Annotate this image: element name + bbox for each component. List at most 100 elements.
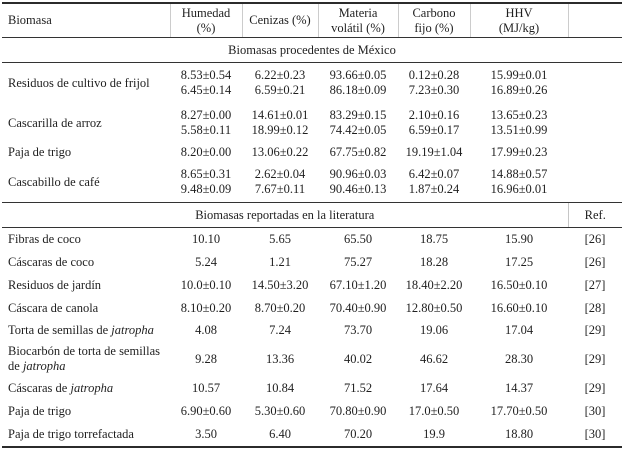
cell-humedad: 8.53±0.54 6.45±0.14 [170, 63, 242, 104]
section-title-mexico: Biomasas procedentes de México [2, 37, 622, 63]
name-italic-text: jatropha [22, 359, 66, 373]
section-header-literatura: Biomasas reportadas en la literatura Ref… [2, 202, 622, 228]
cell-hhv: 17.99±0.23 [490, 145, 548, 159]
cell-cenizas: 14.61±0.01 18.99±0.12 [242, 103, 318, 143]
cell-ref: [29] [584, 381, 606, 395]
cell-carbono: 19.19±1.04 [405, 145, 463, 159]
value-line: 16.89±0.26 [490, 83, 548, 97]
value-line: 8.65±0.31 [180, 167, 232, 181]
cell-hhv: 15.90 [470, 228, 568, 252]
cell-cenizas: 8.70±0.20 [254, 301, 306, 315]
cell-ref: [29] [584, 351, 606, 366]
value-line: 1.87±0.24 [408, 182, 460, 196]
table-row-paja-lit: Paja de trigo 6.90±0.60 5.30±0.60 70.80±… [2, 400, 622, 423]
value-line: 0.12±0.28 [408, 68, 460, 82]
cell-cenizas: 6.22±0.23 6.59±0.21 [242, 63, 318, 104]
cell-materia: 70.20 [318, 423, 398, 447]
value-line: 15.99±0.01 [490, 68, 548, 82]
cell-humedad: 3.50 [170, 423, 242, 447]
cell-carbono: 12.80±0.50 [405, 301, 463, 315]
value-line: 8.53±0.54 [180, 68, 232, 82]
cell-hhv: 17.70±0.50 [490, 404, 548, 418]
value-line: 83.29±0.15 [329, 108, 387, 122]
cell-biomasa: Residuos de jardín [8, 278, 102, 292]
cell-biomasa: Cascabillo de café [2, 162, 170, 203]
value-line: 7.23±0.30 [408, 83, 460, 97]
value-line: 18.99±0.12 [251, 123, 309, 137]
cell-humedad: 10.0±0.10 [180, 278, 232, 292]
cell-humedad: 8.20±0.00 [180, 145, 232, 159]
value-line: 86.18±0.09 [329, 83, 387, 97]
cell-biomasa: Cáscaras de jatropha [2, 377, 170, 400]
value-line: 8.27±0.00 [180, 108, 232, 122]
cell-humedad: 10.10 [170, 228, 242, 252]
section-title-literatura: Biomasas reportadas en la literatura [2, 202, 568, 228]
cell-ref: [29] [584, 323, 606, 337]
cell-cenizas: 5.30±0.60 [254, 404, 306, 418]
table-row-cascaras-jatropha: Cáscaras de jatropha 10.57 10.84 71.52 1… [2, 377, 622, 400]
value-line: 14.88±0.57 [490, 167, 548, 181]
col-header-materia-line2: volátil (%) [331, 20, 385, 35]
cell-ref: [26] [584, 255, 606, 269]
cell-ref: [26] [568, 228, 622, 252]
cell-materia: 71.52 [343, 381, 373, 395]
col-header-ref: Ref. [567, 202, 622, 228]
cell-biomasa: Cascarilla de arroz [8, 115, 102, 130]
value-line: 5.58±0.11 [180, 123, 232, 137]
table-row-residuos-jardin: Residuos de jardín 10.0±0.10 14.50±3.20 … [2, 274, 622, 297]
cell-hhv: 16.60±0.10 [490, 301, 548, 315]
col-header-humedad: Humedad (%) [169, 3, 242, 38]
table-row-cascaras-coco: Cáscaras de coco 5.24 1.21 75.27 18.28 1… [2, 251, 622, 274]
cell-carbono: 18.28 [419, 255, 449, 269]
col-header-materia-line1: Materia [338, 5, 378, 20]
col-header-cenizas: Cenizas (%) [241, 3, 318, 38]
cell-hhv: 15.99±0.01 16.89±0.26 [470, 63, 568, 104]
cell-ref: [28] [584, 301, 606, 315]
value-line: 93.66±0.05 [329, 68, 387, 82]
cell-humedad: 8.10±0.20 [180, 301, 232, 315]
value-line: 90.46±0.13 [329, 182, 387, 196]
value-line: 13.51±0.99 [490, 123, 548, 137]
cell-hhv: 17.04 [504, 323, 534, 337]
cell-humedad: 4.08 [195, 323, 217, 337]
cell-cenizas: 2.62±0.04 7.67±0.11 [242, 162, 318, 203]
value-line: 9.48±0.09 [180, 182, 232, 196]
cell-ref: [30] [584, 404, 606, 418]
col-header-hhv: HHV (MJ/kg) [469, 3, 568, 38]
name-text: Biocarbón de torta de semillas de [8, 344, 161, 373]
cell-carbono: 19.9 [398, 423, 470, 447]
name-italic-text: jatropha [111, 323, 154, 337]
table-row-frijol: Residuos de cultivo de frijol 8.53±0.54 … [2, 63, 622, 104]
col-header-carbono-line1: Carbono [412, 5, 456, 20]
cell-cenizas: 13.06±0.22 [251, 145, 309, 159]
value-line: 16.96±0.01 [490, 182, 548, 196]
cell-materia: 67.10±1.20 [329, 278, 387, 292]
cell-humedad: 8.65±0.31 9.48±0.09 [170, 162, 242, 203]
cell-biomasa: Paja de trigo [8, 145, 72, 159]
cell-cenizas: 7.24 [269, 323, 291, 337]
cell-ref: [30] [568, 423, 622, 447]
table-header-row: Biomasa Humedad (%) Cenizas (%) Materia … [2, 3, 622, 38]
table-row-fibras-coco: Fibras de coco 10.10 5.65 65.50 18.75 15… [2, 228, 622, 252]
cell-hhv: 17.25 [504, 255, 534, 269]
cell-materia: 90.96±0.03 90.46±0.13 [318, 162, 398, 203]
cell-humedad: 5.24 [195, 255, 217, 269]
cell-humedad: 9.28 [195, 351, 217, 366]
table-row-torta-jatropha: Torta de semillas de jatropha 4.08 7.24 … [2, 320, 622, 341]
cell-ref: [27] [584, 278, 606, 292]
cell-cenizas: 13.36 [265, 351, 295, 366]
cell-biomasa: Cáscaras de coco [8, 255, 95, 269]
cell-ref-empty [568, 143, 622, 162]
table-row-cascabillo: Cascabillo de café 8.65±0.31 9.48±0.09 2… [2, 162, 622, 203]
name-italic-text: jatropha [70, 381, 114, 395]
value-line: 7.67±0.11 [254, 182, 306, 196]
cell-hhv: 18.80 [470, 423, 568, 447]
cell-materia: 65.50 [318, 228, 398, 252]
cell-carbono: 18.75 [398, 228, 470, 252]
cell-cenizas: 10.84 [265, 381, 295, 395]
cell-humedad: 6.90±0.60 [180, 404, 232, 418]
table-row-paja-mx: Paja de trigo 8.20±0.00 13.06±0.22 67.75… [2, 143, 622, 162]
name-text: Torta de semillas de [8, 323, 112, 337]
value-line: 6.59±0.21 [254, 83, 306, 97]
